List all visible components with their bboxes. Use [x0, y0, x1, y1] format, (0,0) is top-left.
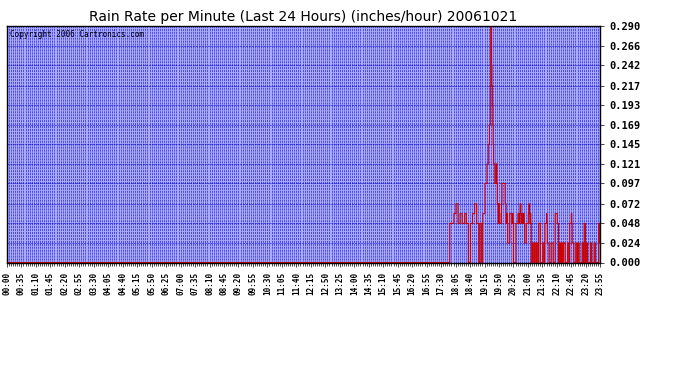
Text: Copyright 2006 Cartronics.com: Copyright 2006 Cartronics.com	[10, 30, 144, 39]
Title: Rain Rate per Minute (Last 24 Hours) (inches/hour) 20061021: Rain Rate per Minute (Last 24 Hours) (in…	[90, 10, 518, 24]
